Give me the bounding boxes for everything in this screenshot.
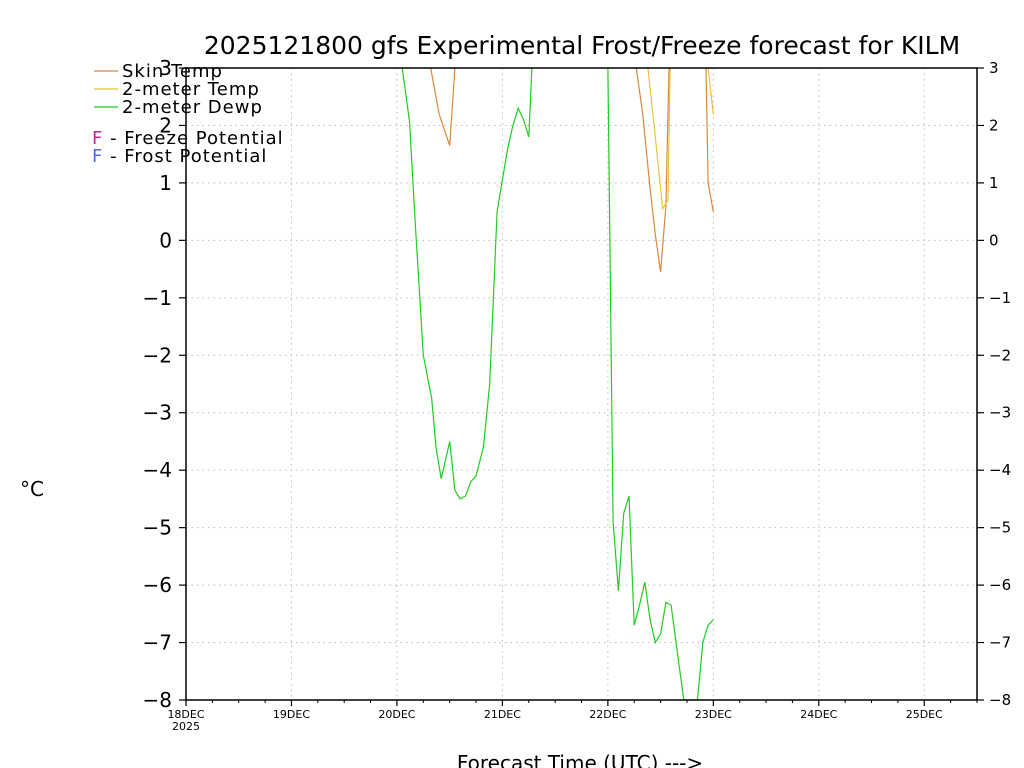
y-tick-label: 3 <box>159 56 172 80</box>
y-tick-label: 1 <box>159 171 172 195</box>
legend-annotation: F - Frost Potential <box>92 146 267 167</box>
y-tick-label-right: −4 <box>989 461 1011 479</box>
y-tick-label: −1 <box>143 286 172 310</box>
y-tick-label-right: 0 <box>989 231 999 249</box>
y-tick-label-right: −6 <box>989 576 1011 594</box>
y-tick-label: −3 <box>143 401 172 425</box>
x-tick-label: 25DEC <box>906 708 943 721</box>
legend-label: Skin Temp <box>122 61 223 82</box>
x-tick-label: 22DEC <box>589 708 626 721</box>
2-meter-temp-line <box>707 67 714 115</box>
x-tick-label: 23DEC <box>695 708 732 721</box>
y-tick-label: 0 <box>159 228 172 252</box>
skin-temp-line <box>635 67 670 273</box>
skin-temp-line <box>430 67 456 146</box>
y-tick-label: −7 <box>143 631 172 655</box>
y-tick-label: −4 <box>143 458 172 482</box>
y-tick-label-right: −7 <box>989 634 1011 652</box>
x-axis-label: Forecast Time (UTC) ---> <box>457 751 703 768</box>
y-tick-label-right: −3 <box>989 404 1011 422</box>
x-tick-label: 19DEC <box>273 708 310 721</box>
annotation-letter: F <box>92 128 103 149</box>
y-tick-label-right: 2 <box>989 116 999 134</box>
y-tick-label-right: 3 <box>989 59 999 77</box>
series-lines <box>401 67 714 701</box>
annotation-text: - Freeze Potential <box>103 128 283 149</box>
legend-annotation: F - Freeze Potential <box>92 128 284 149</box>
grid-lines <box>186 68 977 700</box>
skin-temp-line <box>705 67 714 212</box>
y-tick-label: 2 <box>159 113 172 137</box>
annotation-letter: F <box>92 146 103 167</box>
y-tick-label: −5 <box>143 516 172 540</box>
annotation-text: - Frost Potential <box>103 146 267 167</box>
y-tick-label-right: −1 <box>989 289 1011 307</box>
2-meter-dewp-line <box>401 67 533 500</box>
x-tick-label: 21DEC <box>484 708 521 721</box>
y-tick-label: −2 <box>143 343 172 367</box>
y-tick-label-right: 1 <box>989 174 999 192</box>
y-tick-label-right: −5 <box>989 519 1011 537</box>
y-tick-label-right: −2 <box>989 346 1011 364</box>
legend-label: 2-meter Dewp <box>122 97 263 118</box>
2-meter-temp-line <box>647 67 671 211</box>
x-tick-year: 2025 <box>172 720 200 733</box>
y-tick-label: −6 <box>143 573 172 597</box>
legend-label: 2-meter Temp <box>122 79 260 100</box>
plot-frame <box>185 67 978 701</box>
axes: 3 2 1 0 −1 −2 −3 −4 −5 −6 −7 −8 3 2 1 0 −1 −2 −3 −4 −5 −6 −7 −8… <box>143 56 1012 733</box>
y-tick-label-right: −8 <box>989 691 1011 709</box>
y-tick-label: −8 <box>143 688 172 712</box>
x-tick-label: 20DEC <box>378 708 415 721</box>
chart-title: 2025121800 gfs Experimental Frost/Freeze… <box>204 31 960 60</box>
2-meter-dewp-line <box>607 67 714 701</box>
y-axis-label: °C <box>20 477 44 501</box>
x-tick-label: 24DEC <box>800 708 837 721</box>
x-tick-label: 18DEC <box>167 708 204 721</box>
